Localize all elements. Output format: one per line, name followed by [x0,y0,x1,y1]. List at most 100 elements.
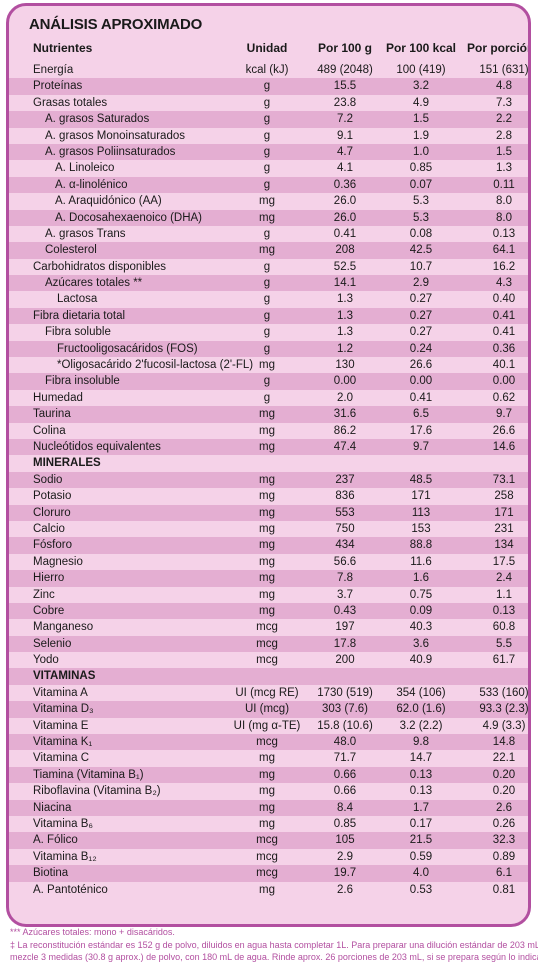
value-per-100kcal: 0.75 [409,588,433,601]
nutrient-unit: g [263,342,271,355]
table-row: Cloruro mg 553 113 171 [9,504,528,522]
table-row: Vitamina E UI (mg α-TE) 15.8 (10.6) 3.2 (2.… [29,718,528,734]
table-row: Biotina mcg 19.7 4.0 6.1 [9,865,528,882]
nutrient-unit: mg [259,408,275,421]
value-per-100g: 303 (7.6) [321,703,369,716]
value-per-100g: 1.2 [337,342,353,355]
value-per-100kcal: 0.07 [409,178,433,191]
nutrient-unit: g [263,178,271,191]
nutrient-unit: mcg [256,867,278,880]
value-per-100kcal: 40.9 [409,654,433,667]
value-per-portion: 171 [494,506,514,519]
value-per-portion: 5.5 [496,637,512,650]
value-per-100g: 0.66 [333,785,357,798]
value-per-portion: 14.6 [492,440,516,453]
value-per-100g: 17.8 [333,637,357,650]
value-per-portion: 1.3 [496,162,512,175]
nutrient-unit: g [263,375,271,388]
value-per-100kcal: 3.6 [413,637,429,650]
nutrient-name: Fósforo [33,539,72,552]
value-per-portion: 2.2 [496,113,512,126]
table-row: Fibra dietaria total g 1.3 0.27 0.41 [9,307,528,325]
value-per-100kcal: 26.6 [409,359,433,372]
nutrient-unit: mg [259,506,275,519]
nutrient-unit: mcg [256,850,278,863]
value-per-portion: 73.1 [492,473,516,486]
table-row: A. grasos Monoinsaturados g 9.1 1.9 2.8 [29,128,528,144]
value-per-portion: 7.3 [496,96,512,109]
section-title: MINERALES [33,457,101,470]
value-per-100g: 0.43 [333,604,357,617]
value-per-portion: 61.7 [492,654,516,667]
table-row: *Oligosacárido 2'fucosil-lactosa (2'-FL)… [29,357,528,373]
nutrient-name: A. Linoleico [55,162,115,175]
nutrient-name: Vitamina K₁ [33,736,93,749]
table-row: Fibra insoluble g 0.00 0.00 0.00 [9,373,528,391]
value-per-portion: 0.62 [492,391,516,404]
header-per-100kcal: Por 100 kcal [385,41,457,55]
value-per-100kcal: 1.9 [413,129,429,142]
value-per-100g: 0.66 [333,768,357,781]
nutrient-name: Colina [33,424,66,437]
nutrient-unit: g [263,326,271,339]
value-per-100g: 836 [335,490,355,503]
nutrient-name: A. α-linolénico [55,178,128,191]
nutrient-name: Cloruro [33,506,71,519]
nutrient-name: A. Araquidónico (AA) [55,195,162,208]
value-per-100kcal: 1.5 [413,113,429,126]
nutrient-unit: mg [259,244,275,257]
value-per-100kcal: 0.24 [409,342,433,355]
nutrient-name: Magnesio [33,555,83,568]
nutrient-name: Niacina [33,801,72,814]
value-per-100kcal: 62.0 (1.6) [396,703,446,716]
value-per-100kcal: 0.00 [409,375,433,388]
nutrient-unit: mg [259,768,275,781]
nutrient-unit: mg [259,588,275,601]
value-per-portion: 0.41 [492,326,516,339]
value-per-100kcal: 88.8 [409,539,433,552]
table-row: Cobre mg 0.43 0.09 0.13 [9,602,528,620]
nutrient-unit: mg [259,817,275,830]
table-row: Energía kcal (kJ) 489 (2048) 100 (419) 151 (… [29,62,528,78]
value-per-portion: 0.20 [492,768,516,781]
nutrient-name: Vitamina B₁₂ [33,850,97,863]
value-per-100kcal: 1.7 [413,801,429,814]
value-per-portion: 231 [494,522,514,535]
table-row: Vitamina A UI (mcg RE) 1730 (519) 354 (106)… [29,685,528,701]
nutrient-name: Carbohidratos disponibles [33,260,166,273]
value-per-100g: 750 [335,522,355,535]
table-row: A. grasos Poliinsaturados g 4.7 1.0 1.5 [9,143,528,161]
nutrient-name: A. Pantoténico [33,883,108,896]
nutrient-unit: g [263,96,271,109]
nutrient-name: A. grasos Saturados [45,113,150,126]
value-per-100kcal: 21.5 [409,834,433,847]
value-per-100g: 0.85 [333,817,357,830]
value-per-100g: 14.1 [333,277,357,290]
nutrient-name: Vitamina A [33,686,88,699]
value-per-100kcal: 0.27 [409,326,433,339]
value-per-portion: 0.20 [492,785,516,798]
header-nutrients: Nutrientes [33,41,93,55]
table-row: Fósforo mg 434 88.8 134 [9,537,528,555]
value-per-100g: 197 [335,621,355,634]
value-per-100kcal: 0.09 [409,604,433,617]
table-row: Vitamina C mg 71.7 14.7 22.1 [29,750,528,766]
table-row: Lactosa g 1.3 0.27 0.40 [29,291,528,307]
nutrient-name: Yodo [33,654,59,667]
table-row: Humedad g 2.0 0.41 0.62 [29,390,528,406]
nutrient-name: *Oligosacárido 2'fucosil-lactosa (2'-FL) [57,359,254,372]
table-row: Yodo mcg 200 40.9 61.7 [29,652,528,668]
value-per-100g: 4.1 [337,162,353,175]
value-per-100kcal: 0.41 [409,391,433,404]
header-unit: Unidad [246,41,288,55]
nutrient-unit: mg [259,604,275,617]
value-per-portion: 4.9 (3.3) [482,719,526,732]
header-per-portion: Por porción‡ [466,41,528,55]
value-per-portion: 1.5 [496,145,512,158]
value-per-100kcal: 354 (106) [396,686,446,699]
nutrient-name: Nucleótidos equivalentes [33,440,161,453]
table-row: Selenio mcg 17.8 3.6 5.5 [9,635,528,653]
value-per-100kcal: 6.5 [413,408,429,421]
table-row: Sodio mg 237 48.5 73.1 [9,471,528,489]
table-row: A. Docosahexaenoico (DHA) mg 26.0 5.3 8.0 [9,209,528,227]
